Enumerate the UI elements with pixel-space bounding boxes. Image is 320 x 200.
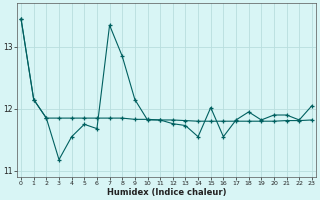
X-axis label: Humidex (Indice chaleur): Humidex (Indice chaleur) bbox=[107, 188, 226, 197]
